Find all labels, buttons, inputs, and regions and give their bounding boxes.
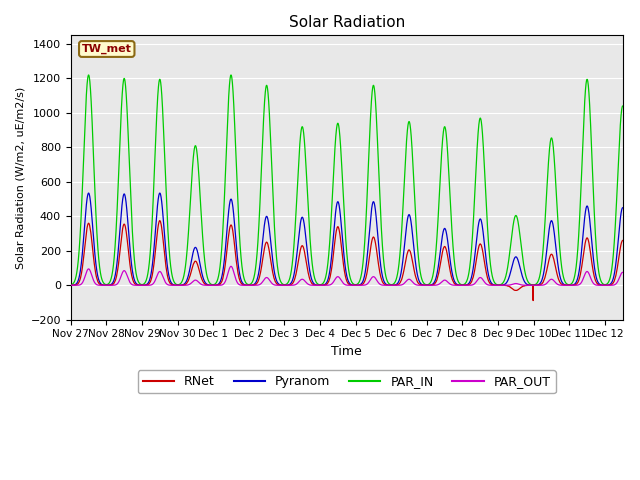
Legend: RNet, Pyranom, PAR_IN, PAR_OUT: RNet, Pyranom, PAR_IN, PAR_OUT: [138, 370, 556, 393]
X-axis label: Time: Time: [332, 345, 362, 358]
Text: TW_met: TW_met: [82, 44, 132, 54]
Title: Solar Radiation: Solar Radiation: [289, 15, 405, 30]
Y-axis label: Solar Radiation (W/m2, uE/m2/s): Solar Radiation (W/m2, uE/m2/s): [15, 86, 25, 269]
